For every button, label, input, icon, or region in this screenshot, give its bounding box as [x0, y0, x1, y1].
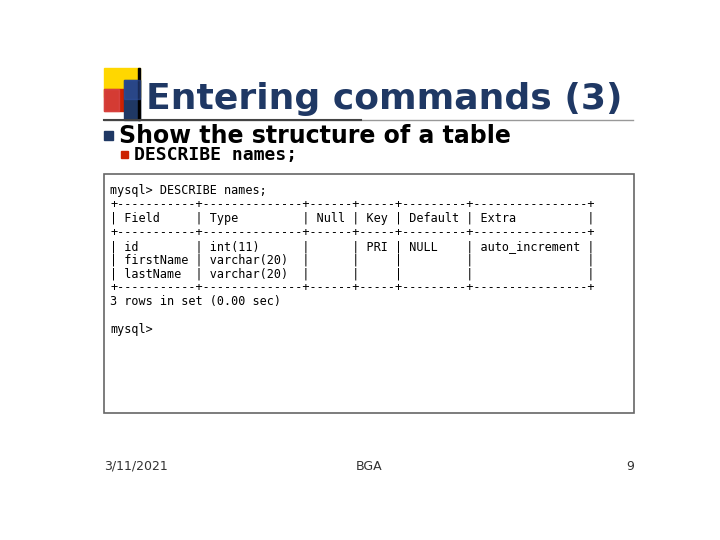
- Text: 9: 9: [626, 460, 634, 473]
- Text: +-----------+--------------+------+-----+---------+----------------+: +-----------+--------------+------+-----…: [110, 226, 595, 239]
- Text: Show the structure of a table: Show the structure of a table: [120, 124, 511, 147]
- Bar: [104, 68, 140, 97]
- Bar: [121, 151, 128, 158]
- Text: mysql> DESCRIBE names;: mysql> DESCRIBE names;: [110, 184, 267, 197]
- Text: 3 rows in set (0.00 sec): 3 rows in set (0.00 sec): [110, 295, 281, 308]
- Text: 3/11/2021: 3/11/2021: [104, 460, 168, 473]
- Text: mysql>: mysql>: [110, 323, 153, 336]
- Text: | firstName | varchar(20)  |      |     |         |                |: | firstName | varchar(20) | | | | |: [110, 253, 595, 266]
- Text: BGA: BGA: [356, 460, 382, 473]
- Text: DESCRIBE names;: DESCRIBE names;: [134, 145, 297, 164]
- Bar: [124, 80, 140, 99]
- Text: +-----------+--------------+------+-----+---------+----------------+: +-----------+--------------+------+-----…: [110, 281, 595, 294]
- Text: | Field     | Type         | Null | Key | Default | Extra          |: | Field | Type | Null | Key | Default | …: [110, 212, 595, 225]
- FancyBboxPatch shape: [104, 174, 634, 413]
- Bar: [104, 90, 120, 111]
- Text: Entering commands (3): Entering commands (3): [145, 82, 622, 116]
- Text: | lastName  | varchar(20)  |      |     |         |                |: | lastName | varchar(20) | | | | |: [110, 267, 595, 280]
- Text: | id        | int(11)      |      | PRI | NULL    | auto_increment |: | id | int(11) | | PRI | NULL | auto_inc…: [110, 240, 595, 253]
- Bar: [138, 68, 140, 120]
- Bar: [124, 80, 140, 120]
- Bar: [104, 131, 113, 140]
- Text: +-----------+--------------+------+-----+---------+----------------+: +-----------+--------------+------+-----…: [110, 198, 595, 211]
- Bar: [104, 90, 129, 111]
